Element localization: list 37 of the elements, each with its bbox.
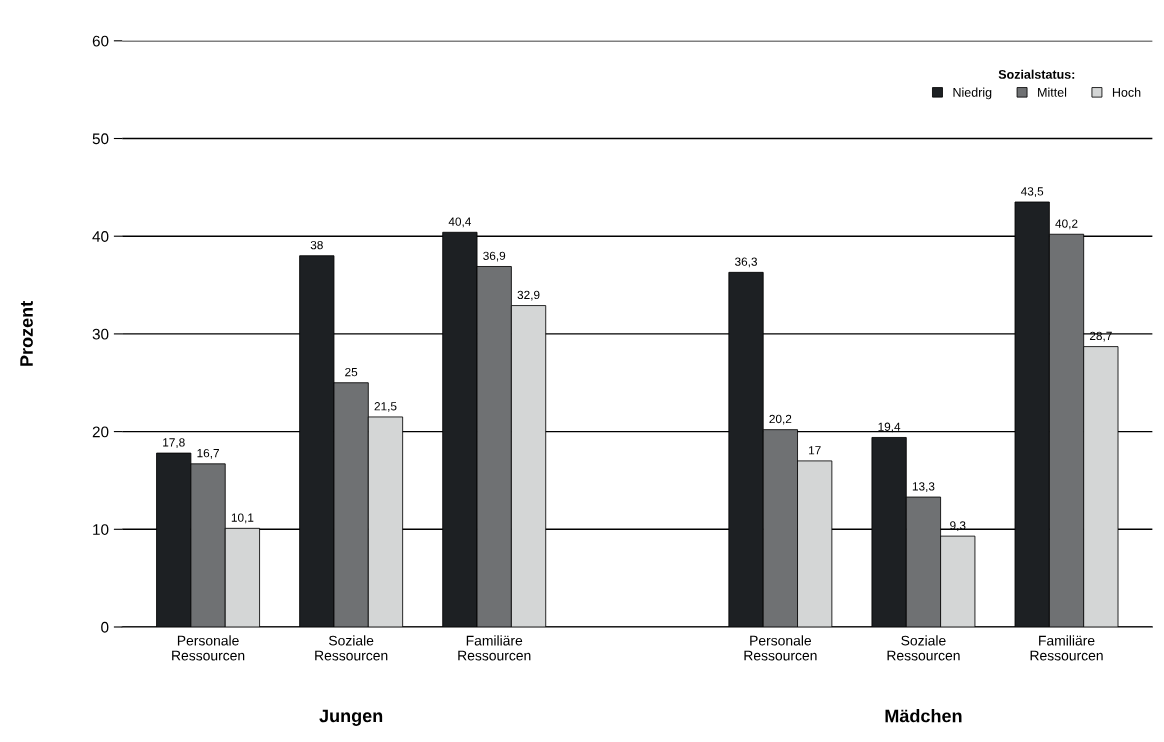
legend-label: Niedrig [953, 87, 992, 100]
legend-label: Hoch [1112, 87, 1141, 97]
data-label: 16,7 [197, 448, 219, 459]
data-label: 25 [345, 367, 358, 377]
y-tick-label: 60 [92, 35, 109, 47]
data-label: 17 [809, 446, 821, 455]
x-tick-label: Personale Ressourcen [172, 635, 245, 661]
data-label: 28,7 [1089, 331, 1112, 342]
y-tick-label: 20 [92, 426, 109, 438]
x-tick-label: Familiäre Ressourcen [458, 635, 531, 661]
y-tick-label: 50 [92, 133, 109, 145]
x-tick-label: Soziale Ressourcen [887, 635, 960, 661]
x-tick-label: Familiäre Ressourcen [1030, 635, 1103, 661]
legend-label: Mittel [1038, 87, 1067, 97]
x-tick-label: Soziale Ressourcen [315, 635, 388, 661]
y-tick-label: 30 [92, 328, 109, 340]
data-label: 19,4 [878, 422, 901, 433]
legend-title: Sozialstatus: [998, 69, 1075, 79]
data-label: 10,1 [231, 513, 254, 524]
y-axis-title: Prozent [20, 301, 33, 366]
y-tick-label: 40 [92, 231, 109, 242]
data-label: 32,9 [517, 290, 540, 301]
data-label: 20,2 [769, 414, 792, 425]
data-label: 21,5 [374, 402, 397, 412]
data-label: 43,5 [1020, 187, 1044, 197]
text: Mädchen [885, 709, 962, 723]
data-label: 13,3 [912, 482, 935, 492]
text: Jungen [319, 709, 383, 726]
data-label: 40,4 [448, 217, 472, 228]
data-label: 36,9 [483, 251, 506, 262]
y-tick-label: 0 [101, 621, 109, 633]
y-tick-label: 10 [93, 524, 109, 535]
data-label: 36,3 [734, 257, 757, 268]
x-tick-label: Personale Ressourcen [744, 635, 817, 661]
data-label: 38 [310, 240, 323, 250]
data-label: 17,8 [163, 438, 185, 448]
data-label: 40,2 [1055, 219, 1078, 230]
